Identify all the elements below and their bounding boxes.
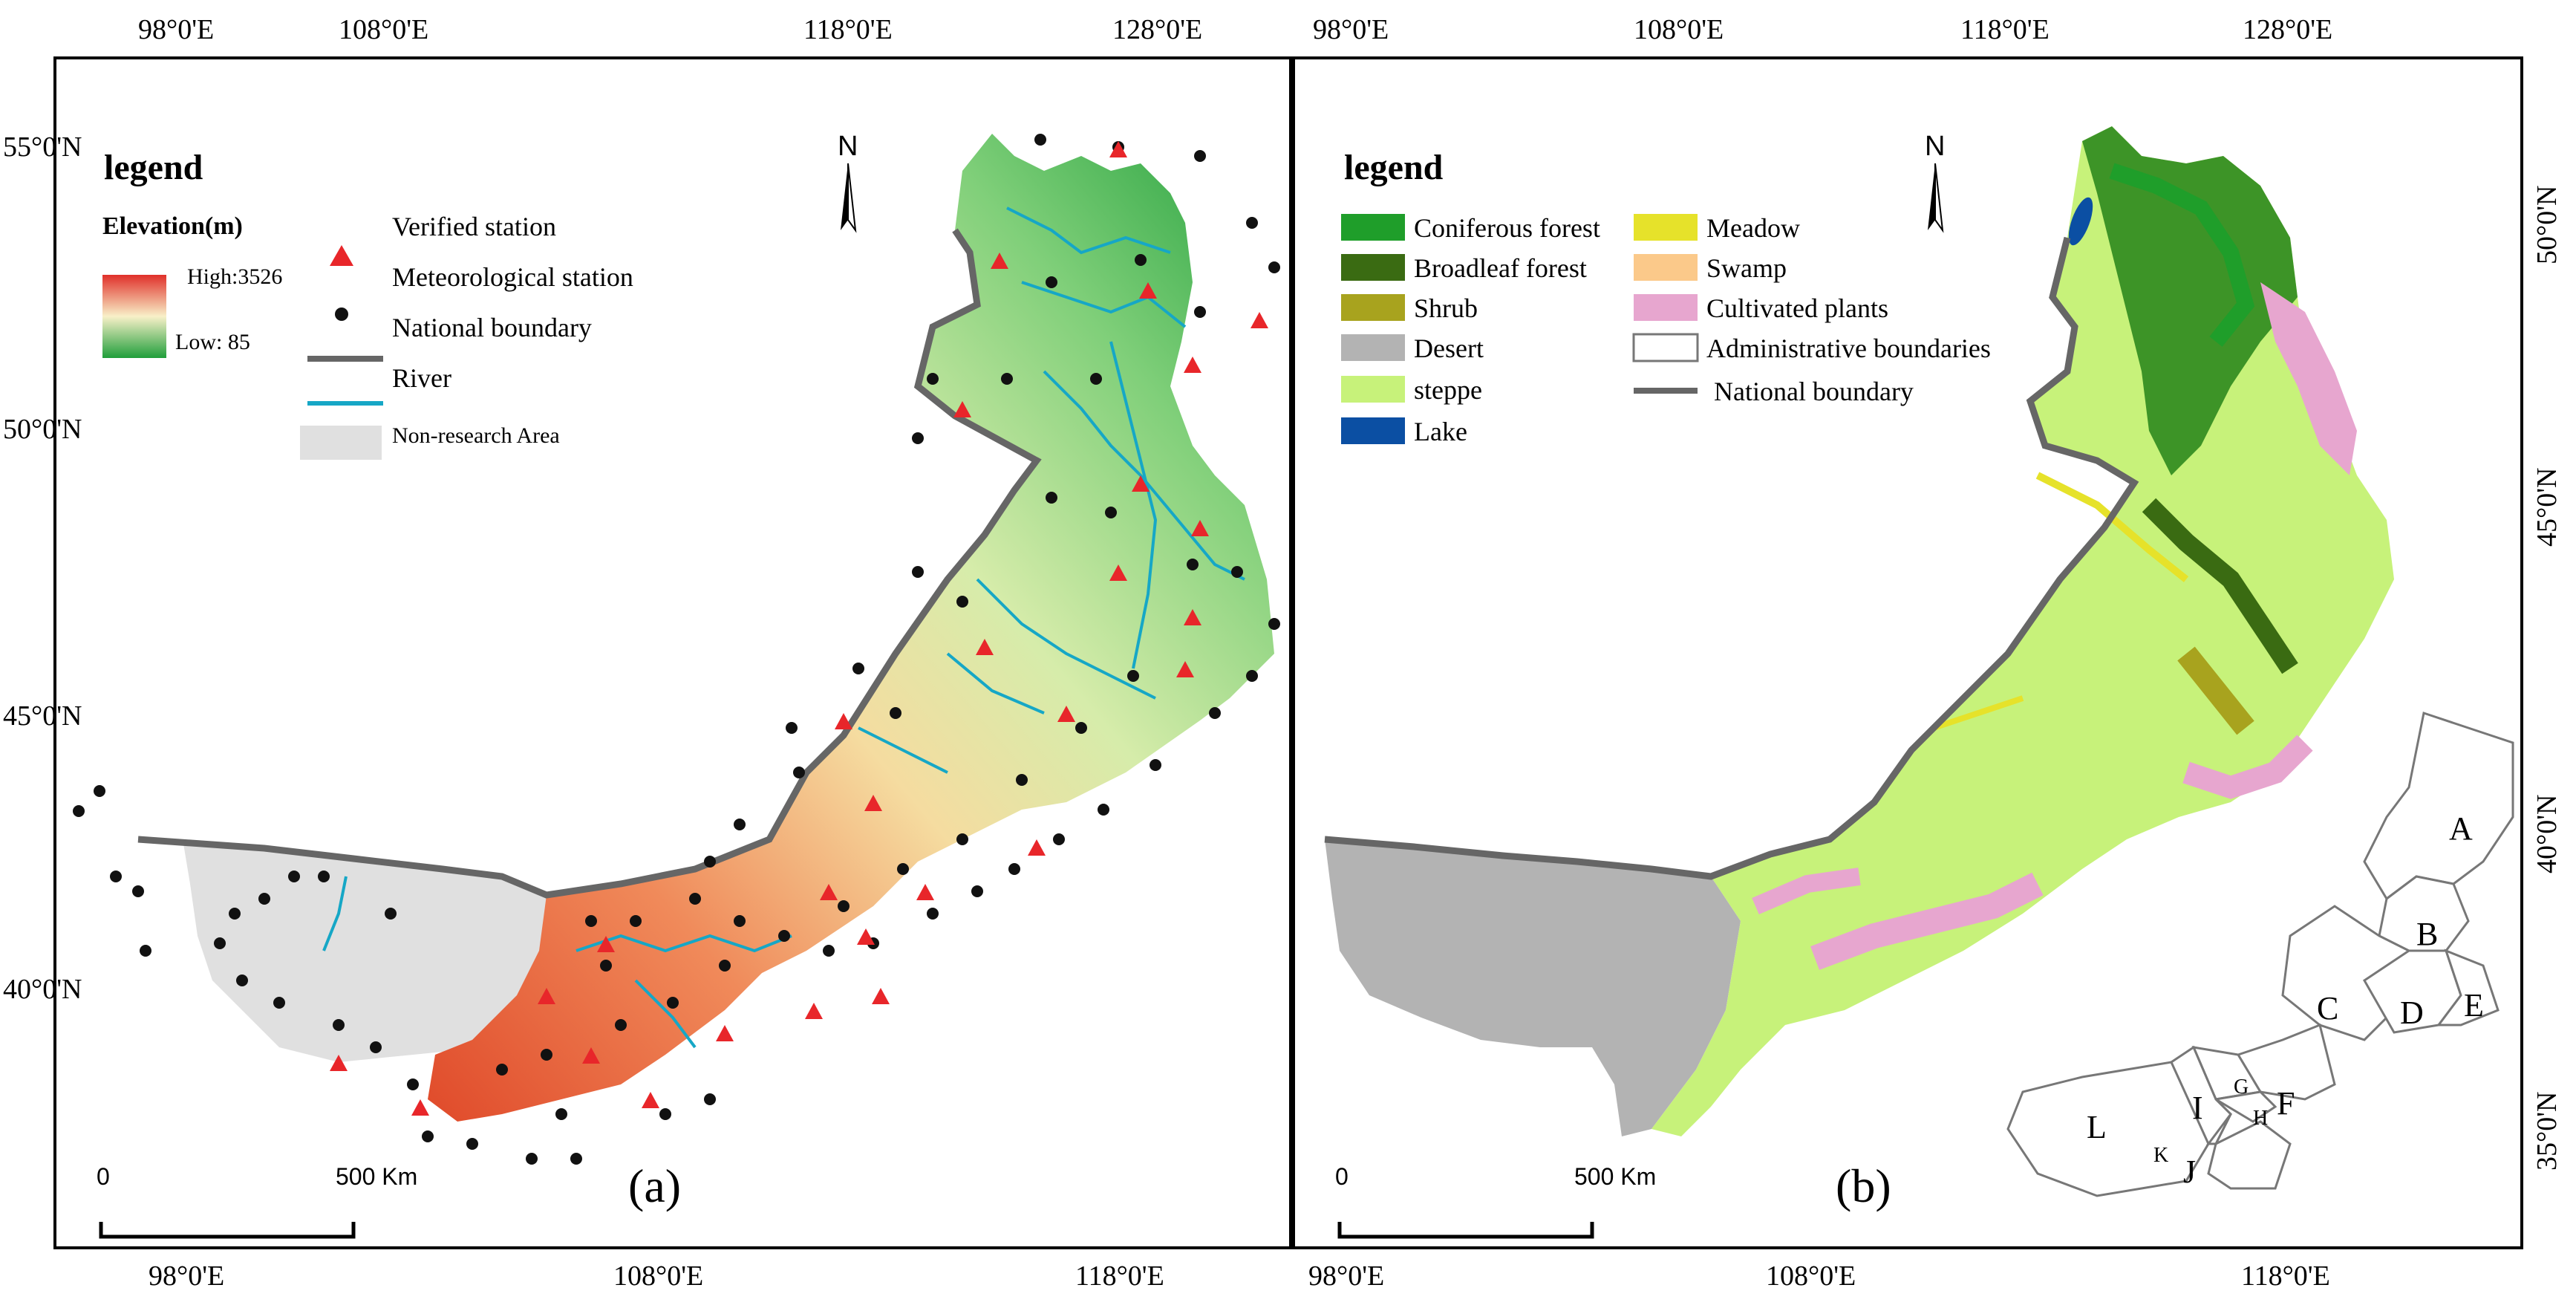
legend-swatch-meadow	[1634, 214, 1698, 241]
legend-title-a: legend	[104, 148, 203, 187]
north-arrow-b	[1928, 163, 1935, 230]
legend-shrub-label: Shrub	[1414, 293, 1478, 323]
national-boundary-b	[1324, 236, 2139, 880]
lon-label-top-b-108: 108°0'E	[1634, 14, 1724, 45]
region-label-k: K	[2153, 1144, 2169, 1167]
lon-label-top-b-128: 128°0'E	[2243, 14, 2333, 45]
legend-meadow-label: Meadow	[1706, 213, 1800, 243]
legend-boundary-label-b: National boundary	[1714, 377, 1914, 406]
legend-river-label: River	[392, 363, 451, 393]
scale-bar-b	[1337, 1222, 1594, 1239]
legend-boundary-label: National boundary	[392, 313, 592, 342]
north-label-a: N	[838, 131, 858, 162]
elevation-map-a	[73, 134, 1280, 1239]
region-label-h: H	[2253, 1107, 2269, 1130]
map-panel-a: legend Elevation(m) High:3526 Low: 85 Ve…	[53, 56, 1292, 1249]
elevation-high-label: High:3526	[187, 264, 283, 289]
legend-admin-label: Administrative boundaries	[1706, 333, 1991, 363]
legend-title-b: legend	[1344, 148, 1444, 187]
lon-label-bottom-b-108: 108°0'E	[1766, 1260, 1856, 1292]
vegetation-map-b	[1324, 126, 2514, 1239]
desert-area	[1325, 839, 1741, 1136]
legend-desert-label: Desert	[1414, 333, 1484, 363]
cultivated-area	[2260, 282, 2357, 475]
lon-label-top-a-128: 128°0'E	[1112, 14, 1203, 45]
lat-label-a-55: 55°0'N	[3, 131, 82, 163]
legend-cultivated-label: Cultivated plants	[1706, 293, 1888, 323]
region-label-i: I	[2192, 1090, 2203, 1126]
legend-verified-label: Verified station	[392, 212, 556, 241]
lat-label-b-40: 40°0'N	[2531, 794, 2563, 874]
region-label-g: G	[2234, 1076, 2249, 1099]
legend-swatch-coniferous	[1341, 214, 1405, 241]
elevation-low-label: Low: 85	[175, 330, 250, 354]
lon-label-top-a-118: 118°0'E	[803, 14, 893, 45]
region-label-j: J	[2183, 1154, 2197, 1190]
national-boundary-a	[137, 228, 1042, 899]
legend-swamp-label: Swamp	[1706, 253, 1787, 283]
elevation-legend-bar	[102, 275, 166, 358]
region-label-b: B	[2416, 916, 2439, 952]
region-label-a: A	[2449, 810, 2473, 847]
region-label-f: F	[2277, 1085, 2295, 1122]
legend-swatch-lake	[1341, 417, 1405, 444]
lon-label-top-a-108: 108°0'E	[339, 14, 429, 45]
lon-label-top-a-98: 98°0'E	[138, 14, 215, 45]
legend-meteorological-dot	[335, 308, 348, 321]
panel-label-a: (a)	[628, 1159, 682, 1212]
panel-label-b: (b)	[1836, 1159, 1891, 1212]
lon-label-bottom-b-98: 98°0'E	[1308, 1260, 1385, 1292]
legend-swatch-broadleaf	[1341, 254, 1405, 281]
north-arrow-a	[841, 163, 848, 230]
scale-label-b: 500 Km	[1574, 1163, 1657, 1190]
lat-label-b-45: 45°0'N	[2531, 467, 2563, 547]
legend-swatch-admin	[1632, 333, 1699, 362]
legend-broadleaf-label: Broadleaf forest	[1414, 253, 1587, 283]
legend-swatch-swamp	[1634, 254, 1698, 281]
legend-swatch-desert	[1341, 334, 1405, 361]
lon-label-bottom-b-118: 118°0'E	[2241, 1260, 2330, 1292]
admin-regions	[2006, 712, 2514, 1197]
scale-bar-a	[99, 1222, 356, 1239]
lon-label-top-b-98: 98°0'E	[1313, 14, 1389, 45]
legend-non-research-label: Non-research Area	[392, 423, 560, 448]
map-panel-b: legend Coniferous forest Broadleaf fores…	[1292, 56, 2523, 1249]
verified-stations	[330, 141, 1268, 1116]
legend-swatch-steppe	[1341, 376, 1405, 403]
lat-label-b-35: 35°0'N	[2531, 1091, 2563, 1171]
elevation-title: Elevation(m)	[102, 212, 243, 240]
lat-label-a-50: 50°0'N	[3, 414, 82, 445]
legend-verified-triangle	[330, 245, 353, 266]
legend-coniferous-label: Coniferous forest	[1414, 213, 1600, 243]
region-label-d: D	[2400, 995, 2424, 1031]
lon-label-top-b-118: 118°0'E	[1960, 14, 2050, 45]
legend-swatch-shrub	[1341, 294, 1405, 321]
lat-label-a-40: 40°0'N	[3, 974, 82, 1005]
lon-label-bottom-a-118: 118°0'E	[1075, 1260, 1164, 1292]
legend-swatch-cultivated	[1634, 294, 1698, 321]
legend-non-research-swatch	[300, 426, 382, 460]
meteorological-stations	[73, 134, 1280, 1165]
forest-area	[2082, 126, 2298, 475]
elevation-region	[428, 134, 1274, 1122]
north-label-b: N	[1925, 131, 1946, 162]
region-label-c: C	[2317, 990, 2339, 1026]
scale-label-a: 500 Km	[336, 1163, 418, 1190]
legend-meteorological-label: Meteorological station	[392, 262, 633, 292]
legend-lake-label: Lake	[1414, 417, 1467, 446]
lat-label-b-50: 50°0'N	[2531, 185, 2563, 265]
region-label-l: L	[2087, 1109, 2107, 1145]
region-label-e: E	[2464, 987, 2484, 1024]
legend-steppe-label: steppe	[1414, 375, 1482, 405]
lat-label-a-45: 45°0'N	[3, 700, 82, 732]
lake-feature	[2068, 197, 2093, 246]
scale-zero-a: 0	[97, 1163, 110, 1190]
lon-label-bottom-a-98: 98°0'E	[149, 1260, 225, 1292]
scale-zero-b: 0	[1335, 1163, 1349, 1190]
lon-label-bottom-a-108: 108°0'E	[613, 1260, 704, 1292]
